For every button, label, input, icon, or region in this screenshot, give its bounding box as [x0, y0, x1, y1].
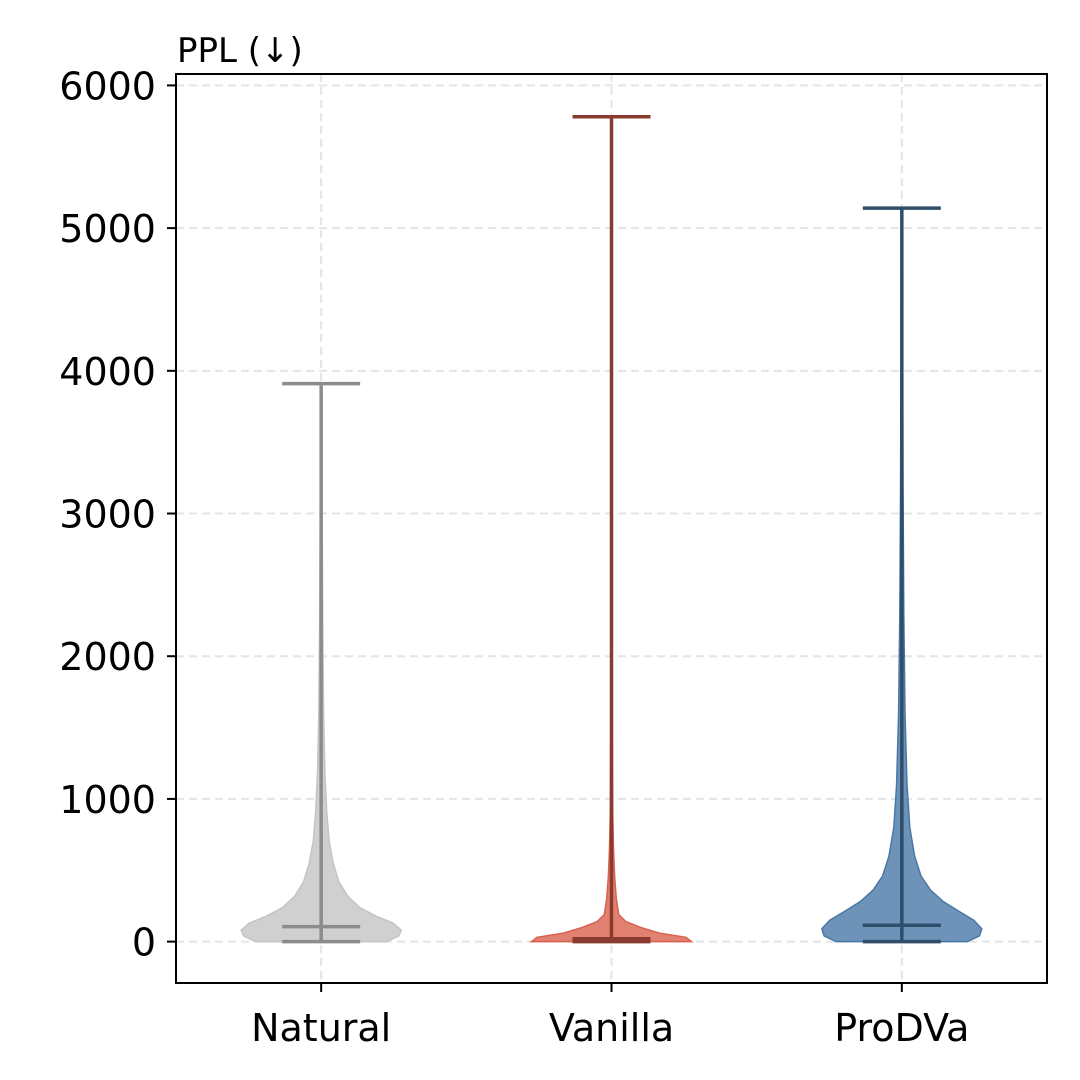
y-tick-label: 2000 [59, 635, 156, 679]
y-tick-label: 3000 [59, 493, 156, 537]
x-tick-label: ProDVa [834, 1006, 969, 1050]
y-tick-label: 5000 [59, 207, 156, 251]
y-tick-label: 6000 [59, 64, 156, 108]
axis-ticks: 0 1000 2000 3000 4000 5000 6000 Natural Vanilla P… [59, 64, 969, 1050]
y-tick-label: 0 [132, 921, 156, 965]
violin-stat-lines [282, 115, 941, 944]
x-tick-label: Natural [251, 1006, 391, 1050]
y-tick-label: 4000 [59, 350, 156, 394]
y-axis-label: PPL (↓) [177, 31, 303, 71]
x-tick-label: Vanilla [549, 1006, 674, 1050]
y-tick-label: 1000 [59, 778, 156, 822]
